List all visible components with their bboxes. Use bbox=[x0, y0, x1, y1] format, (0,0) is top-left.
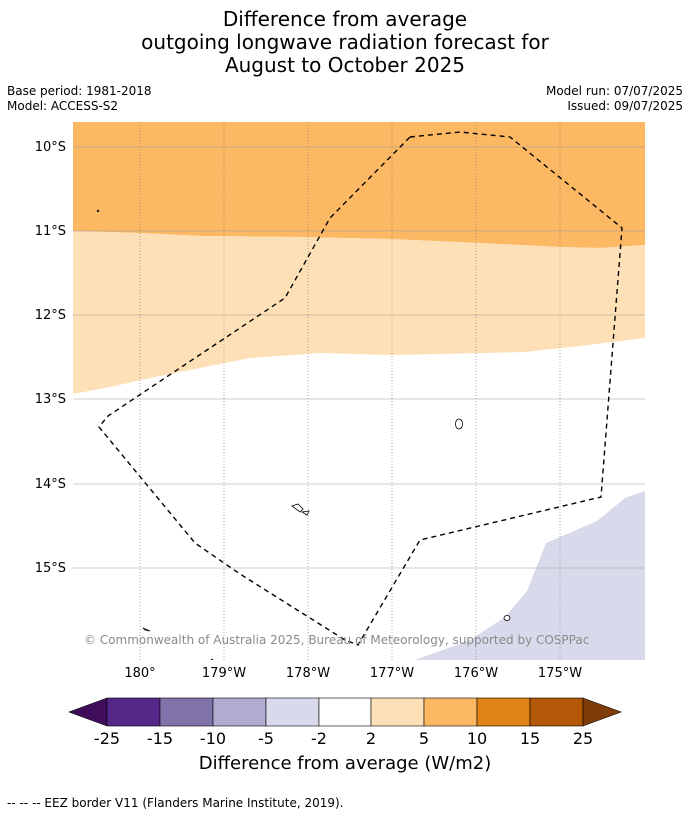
colorbar-segment bbox=[529, 697, 584, 727]
chart-title: Difference from average outgoing longwav… bbox=[0, 8, 690, 77]
lat-label: 14°S bbox=[35, 477, 66, 492]
colorbar-segment bbox=[370, 697, 425, 727]
colorbar-tick: -15 bbox=[147, 729, 173, 748]
colorbar-tick: 2 bbox=[366, 729, 376, 748]
title-line-3: August to October 2025 bbox=[224, 53, 466, 77]
colorbar-segment bbox=[212, 697, 267, 727]
colorbar-tick: -25 bbox=[94, 729, 120, 748]
meta-right: Model run: 07/07/2025 Issued: 09/07/2025 bbox=[546, 84, 683, 114]
colorbar-segment bbox=[423, 697, 478, 727]
island-shape bbox=[96, 209, 100, 213]
fill-band-5-10 bbox=[73, 122, 645, 248]
colorbar-tick: -5 bbox=[258, 729, 274, 748]
colorbar-tick: 10 bbox=[467, 729, 487, 748]
colorbar-tick: 5 bbox=[419, 729, 429, 748]
meta-left: Base period: 1981-2018 Model: ACCESS-S2 bbox=[7, 84, 152, 114]
island-shape bbox=[455, 418, 463, 430]
island-shape bbox=[142, 627, 151, 632]
colorbar-tick: -2 bbox=[311, 729, 327, 748]
title-line-2: outgoing longwave radiation forecast for bbox=[141, 30, 549, 54]
longitude-labels: 180° 179°W 178°W 177°W 176°W 175°W bbox=[124, 666, 582, 681]
map-plot-area bbox=[73, 122, 645, 660]
model-run-label: Model run: 07/07/2025 bbox=[545, 84, 683, 98]
issued-label: Issued: 09/07/2025 bbox=[567, 99, 683, 113]
latitude-gridlines bbox=[73, 146, 645, 569]
fill-band-2-5 bbox=[73, 231, 645, 394]
title-line-1: Difference from average bbox=[222, 7, 468, 31]
lat-label: 13°S bbox=[35, 392, 66, 407]
copyright-credit: © Commonwealth of Australia 2025, Bureau… bbox=[84, 633, 590, 647]
colorbar-segment bbox=[159, 697, 214, 727]
colorbar-tick-labels: -25 -15 -10 -5 -2 2 5 10 15 25 bbox=[94, 729, 593, 748]
island-shape bbox=[503, 615, 511, 621]
lon-label: 180° bbox=[124, 666, 155, 681]
eez-border bbox=[98, 131, 623, 646]
colorbar-segment bbox=[318, 697, 372, 727]
lon-label: 177°W bbox=[370, 666, 414, 681]
lon-label: 175°W bbox=[538, 666, 582, 681]
colorbar-segment bbox=[106, 697, 161, 727]
colorbar-tick: 25 bbox=[573, 729, 593, 748]
colorbar-segment bbox=[265, 697, 320, 727]
island-shape bbox=[291, 503, 304, 513]
lon-label: 178°W bbox=[286, 666, 330, 681]
colorbar-title: Difference from average (W/m2) bbox=[198, 753, 492, 774]
lat-label: 12°S bbox=[35, 308, 66, 323]
island-shape bbox=[210, 658, 214, 660]
base-period-label: Base period: 1981-2018 bbox=[7, 84, 152, 98]
lon-label: 176°W bbox=[454, 666, 498, 681]
island-outlines bbox=[96, 209, 511, 660]
fill-band-neg5-neg2 bbox=[415, 491, 645, 660]
colorbar bbox=[68, 697, 622, 727]
lat-label: 11°S bbox=[35, 224, 66, 239]
model-label: Model: ACCESS-S2 bbox=[7, 99, 119, 113]
lon-label: 179°W bbox=[202, 666, 246, 681]
colorbar-tick: 15 bbox=[520, 729, 540, 748]
lat-label: 10°S bbox=[35, 140, 66, 155]
colorbar-segment bbox=[476, 697, 531, 727]
colorbar-tick: -10 bbox=[200, 729, 226, 748]
latitude-labels: 10°S 11°S 12°S 13°S 14°S 15°S bbox=[35, 140, 66, 576]
eez-footnote: -- -- -- EEZ border V11 (Flanders Marine… bbox=[7, 796, 344, 810]
island-shape bbox=[300, 510, 310, 516]
colorbar-extend-low bbox=[68, 697, 108, 727]
colorbar-extend-high bbox=[582, 697, 622, 727]
lat-label: 15°S bbox=[35, 561, 66, 576]
